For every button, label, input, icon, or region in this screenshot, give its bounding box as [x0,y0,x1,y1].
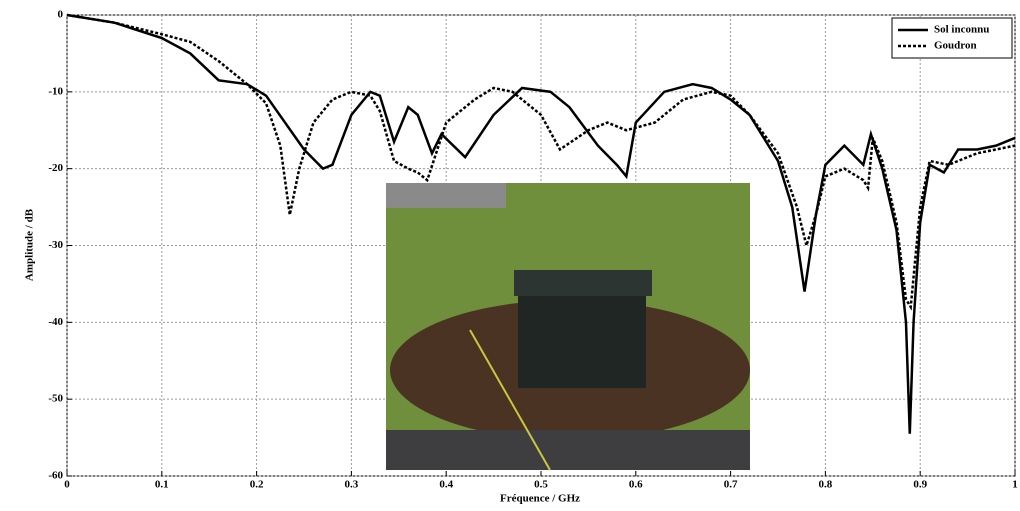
x-tick-label: 0 [64,479,70,491]
x-tick-label: 0.3 [345,479,359,491]
y-tick-label: -40 [48,316,63,328]
inset-photo [386,183,750,471]
x-tick-label: 0.9 [913,479,927,491]
x-tick-label: 0.5 [534,479,548,491]
photo-asphalt [386,430,750,470]
y-axis-label: Amplitude / dB [24,208,36,281]
series-line [66,13,1016,311]
x-tick-label: 1 [1012,479,1018,491]
photo-box-top [514,270,652,296]
x-tick-label: 0.2 [250,479,264,491]
y-tick-label: -50 [48,393,63,405]
photo-cable [469,329,551,471]
series-line [66,13,1016,434]
x-tick-label: 0.4 [439,479,453,491]
x-axis-label: Fréquence / GHz [500,493,580,505]
photo-road [386,183,506,208]
axes: 0 0.1 0.2 0.3 0.4 0.5 0.6 0.7 0.8 0.9 1 -60 -50 -40 -3… [48,9,1017,491]
x-tick-label: 0.7 [724,479,738,491]
legend-label: Sol inconnu [934,24,989,36]
photo-box [518,280,646,388]
legend: Sol inconnu Goudron [891,17,1013,59]
x-tick-label: 0.1 [155,479,169,491]
legend-label: Goudron [934,40,977,52]
legend-box [891,17,1013,59]
y-tick-label: -10 [48,85,63,97]
y-tick-label: -20 [48,162,63,174]
y-tick-label: -30 [48,239,63,251]
x-tick-label: 0.8 [819,479,833,491]
y-tick-label: -60 [48,470,63,482]
lines [66,13,1016,434]
y-tick-label: 0 [58,9,64,21]
x-tick-label: 0.6 [629,479,643,491]
